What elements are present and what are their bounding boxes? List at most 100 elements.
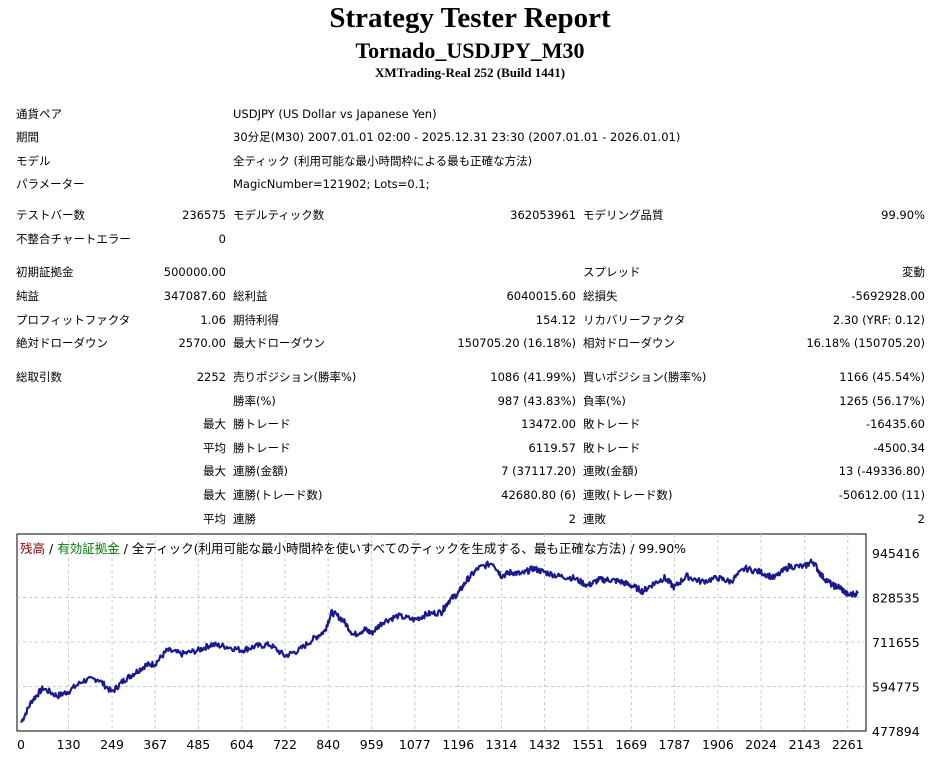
info-value-model: 全ティック (利用可能な最小時間枠による最も正確な方法) (233, 154, 533, 168)
x-tick-label: 840 (316, 737, 340, 752)
test-bars-value: 236575 (182, 208, 226, 222)
profit-factor-label: プロフィットファクタ (16, 313, 131, 327)
avg-win-trade-label: 勝トレード (233, 441, 291, 455)
expected-payoff-label: 期待利得 (233, 313, 279, 327)
x-tick-label: 485 (186, 737, 210, 752)
long-positions-value: 1166 (45.54%) (839, 370, 925, 384)
short-positions-value: 1086 (41.99%) (490, 370, 576, 384)
model-quality-value: 99.90% (881, 208, 925, 222)
legend-balance: 残高 (20, 541, 46, 556)
rel-dd-value: 16.18% (150705.20) (806, 336, 925, 350)
x-tick-label: 0 (17, 737, 25, 752)
x-tick-label: 2024 (745, 737, 777, 752)
x-tick-label: 959 (360, 737, 384, 752)
model-quality-label: モデリング品質 (583, 208, 664, 222)
cons-loss-amt-label: 連敗(金額) (583, 464, 638, 478)
x-tick-label: 1787 (659, 737, 691, 752)
balance-line (20, 558, 859, 724)
max-win-trade-label: 勝トレード (233, 417, 291, 431)
report-title: Strategy Tester Report (329, 2, 611, 34)
max-loss-trade-value: -16435.60 (865, 417, 925, 431)
net-profit-label: 純益 (16, 289, 39, 303)
mismatch-value: 0 (218, 232, 226, 246)
recovery-factor-label: リカバリーファクタ (583, 313, 686, 327)
loss-pct-value: 1265 (56.17%) (839, 394, 925, 408)
info-value-pair: USDJPY (US Dollar vs Japanese Yen) (233, 107, 437, 121)
x-tick-label: 249 (100, 737, 124, 752)
x-tick-label: 1906 (702, 737, 734, 752)
max-label-2: 最大 (203, 464, 226, 478)
y-tick-label: 828535 (872, 591, 920, 606)
gross-profit-label: 総利益 (233, 289, 268, 303)
info-label-params: パラメーター (16, 177, 85, 191)
win-pct-value: 987 (43.83%) (497, 394, 576, 408)
info-label-period: 期間 (16, 130, 39, 144)
y-tick-label: 477894 (872, 724, 920, 739)
rel-dd-label: 相対ドローダウン (583, 336, 675, 350)
total-trades-value: 2252 (196, 370, 226, 384)
spread-label: スプレッド (583, 265, 641, 279)
model-ticks-label: モデルティック数 (233, 208, 325, 222)
avg-win-trade-value: 6119.57 (528, 441, 576, 455)
y-tick-label: 594775 (872, 680, 920, 695)
max-dd-value: 150705.20 (16.18%) (457, 336, 576, 350)
legend-description: / 全ティック(利用可能な最小時間枠を使いすべてのティックを生成する、最も正確な… (119, 541, 687, 556)
test-bars-label: テストバー数 (16, 208, 85, 222)
report-build: XMTrading-Real 252 (Build 1441) (374, 65, 566, 80)
info-label-pair: 通貨ペア (16, 107, 62, 121)
cons-loss-amt-value: 13 (-49336.80) (838, 464, 925, 478)
chart-frame (16, 533, 867, 732)
mismatch-label: 不整合チャートエラー (16, 232, 131, 246)
avg-cons-loss-value: 2 (917, 512, 925, 526)
avg-loss-trade-value: -4500.34 (873, 441, 925, 455)
cons-loss-cnt-label: 連敗(トレード数) (583, 488, 673, 502)
avg-label-2: 平均 (203, 512, 226, 526)
expected-payoff-value: 154.12 (535, 313, 576, 327)
x-tick-label: 604 (230, 737, 254, 752)
loss-pct-label: 負率(%) (583, 394, 626, 408)
long-positions-label: 買いポジション(勝率%) (583, 370, 707, 384)
max-win-trade-value: 13472.00 (521, 417, 576, 431)
x-tick-label: 1314 (486, 737, 518, 752)
x-tick-label: 1669 (615, 737, 647, 752)
net-profit-value: 347087.60 (163, 289, 226, 303)
initial-deposit-label: 初期証拠金 (16, 265, 74, 279)
legend-equity: 有効証拠金 (57, 541, 120, 556)
avg-loss-trade-label: 敗トレード (583, 441, 641, 455)
recovery-factor-value: 2.30 (YRF: 0.12) (832, 313, 925, 327)
model-ticks-value: 362053961 (510, 208, 576, 222)
legend-sep: / (45, 541, 58, 556)
max-label-3: 最大 (203, 488, 226, 502)
max-loss-trade-label: 敗トレード (583, 417, 641, 431)
x-tick-label: 2261 (832, 737, 864, 752)
avg-cons-win-value: 2 (568, 512, 576, 526)
avg-label-1: 平均 (203, 441, 226, 455)
total-trades-label: 総取引数 (16, 370, 62, 384)
x-tick-label: 1077 (399, 737, 431, 752)
x-tick-label: 1551 (572, 737, 604, 752)
x-tick-label: 722 (273, 737, 297, 752)
x-tick-label: 1196 (442, 737, 474, 752)
gross-loss-label: 総損失 (583, 289, 618, 303)
initial-deposit-value: 500000.00 (163, 265, 226, 279)
spread-value: 変動 (902, 265, 925, 279)
cons-win-cnt-value: 42680.80 (6) (501, 488, 576, 502)
cons-win-amt-value: 7 (37117.20) (501, 464, 576, 478)
equity-chart: 945416 828535 711655 594775 477894 0 130 249 367… (16, 533, 924, 761)
max-dd-label: 最大ドローダウン (233, 336, 325, 350)
cons-loss-cnt-value: -50612.00 (11) (838, 488, 925, 502)
x-tick-label: 130 (57, 737, 81, 752)
info-value-period: 30分足(M30) 2007.01.01 02:00 - 2025.12.31 … (233, 130, 681, 144)
equity-chart-svg: 945416 828535 711655 594775 477894 0 130 249 367… (16, 533, 920, 752)
abs-dd-label: 絶対ドローダウン (16, 336, 108, 350)
chart-legend: 残高 / 有効証拠金 / 全ティック(利用可能な最小時間枠を使いすべてのティック… (20, 538, 686, 557)
profit-factor-value: 1.06 (200, 313, 226, 327)
cons-win-amt-label: 連勝(金額) (233, 464, 288, 478)
info-value-params: MagicNumber=121902; Lots=0.1; (233, 177, 430, 191)
x-tick-label: 2143 (789, 737, 821, 752)
y-tick-label: 945416 (872, 546, 920, 561)
cons-win-cnt-label: 連勝(トレード数) (233, 488, 323, 502)
gross-loss-value: -5692928.00 (851, 289, 925, 303)
win-pct-label: 勝率(%) (233, 394, 276, 408)
report-subtitle: Tornado_USDJPY_M30 (355, 38, 585, 63)
